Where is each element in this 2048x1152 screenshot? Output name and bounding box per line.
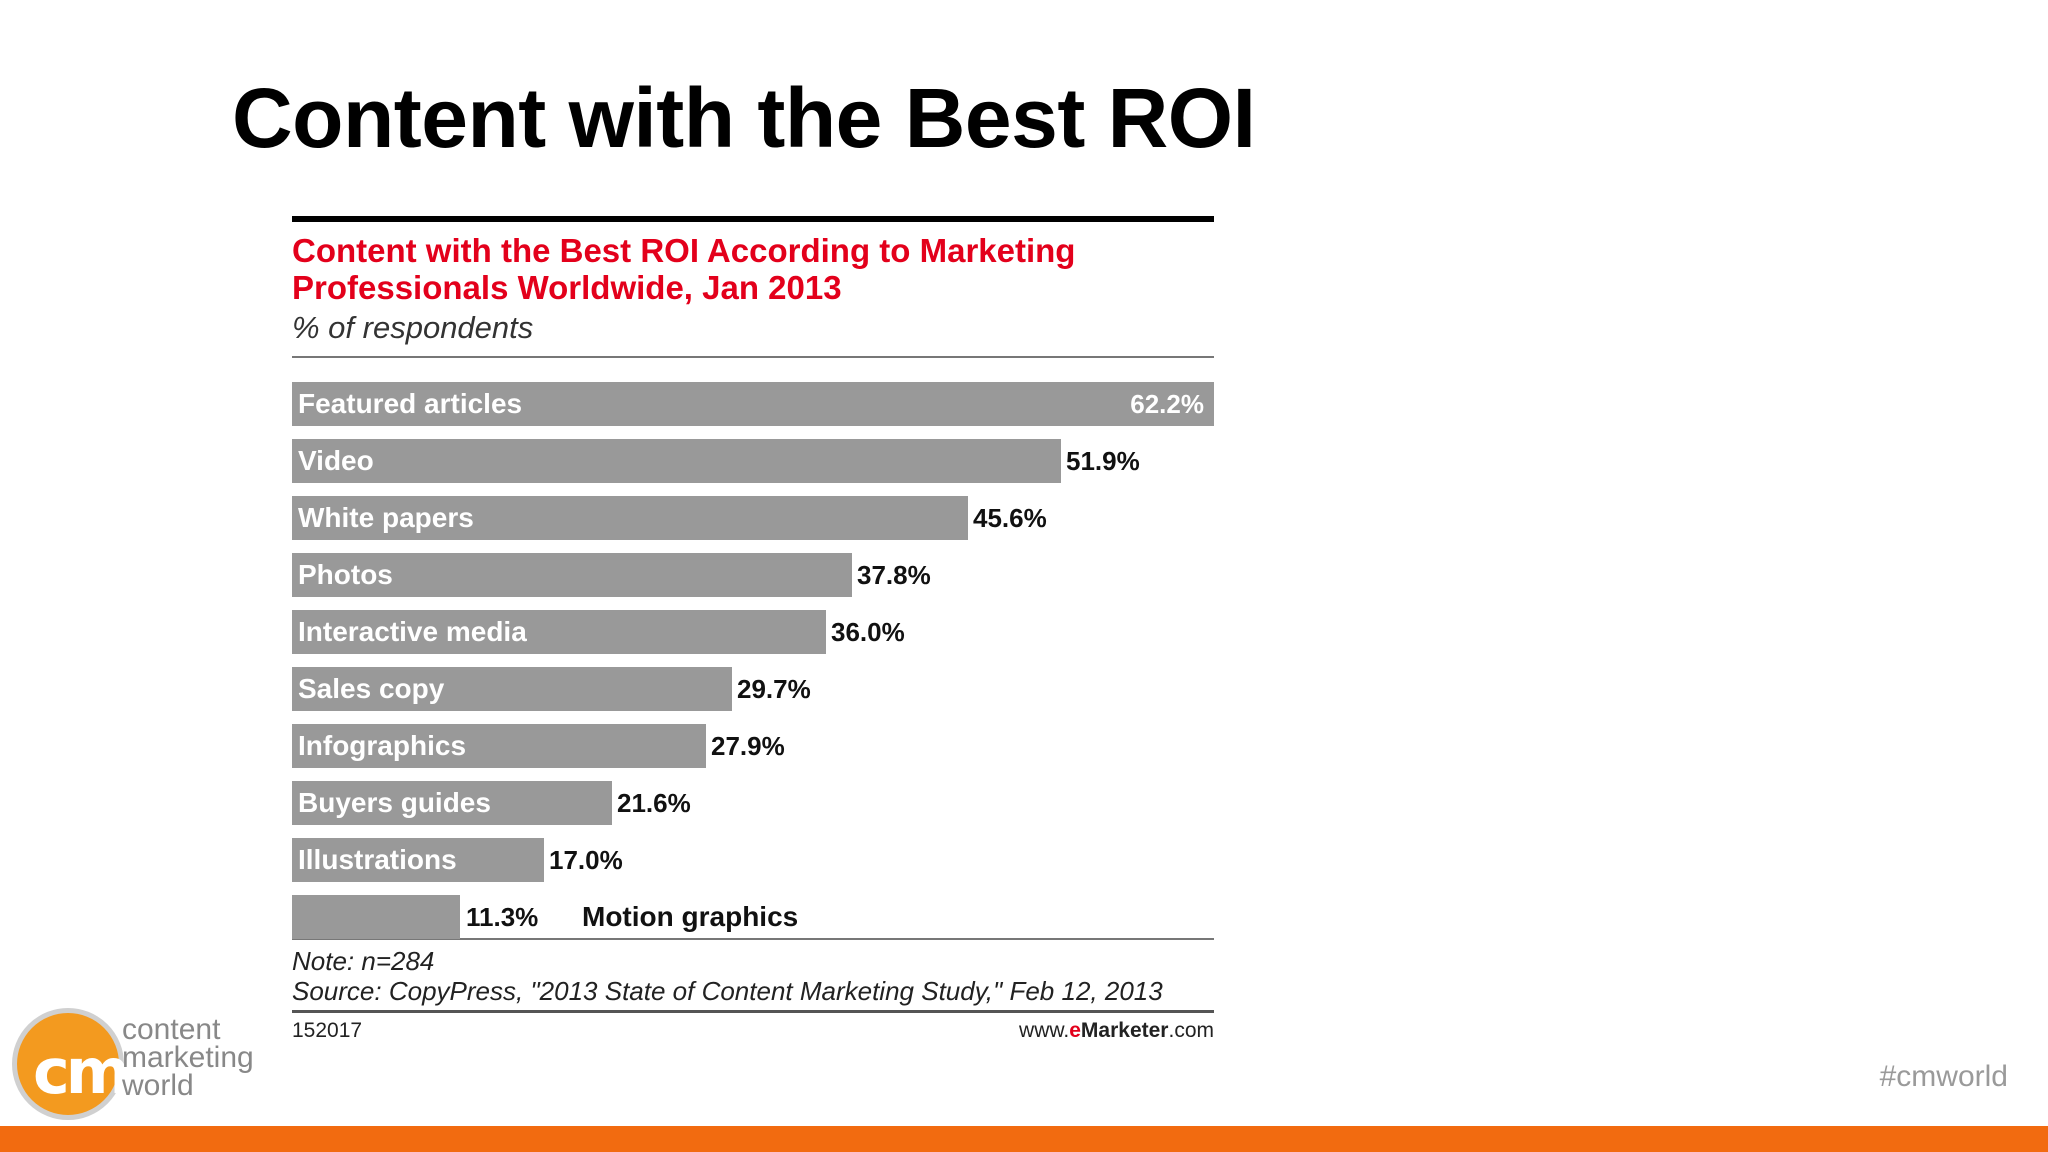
bar (292, 553, 852, 597)
emarketer-brand: www.eMarketer.com (1019, 1019, 1214, 1043)
bar-category-label: Motion graphics (582, 901, 799, 932)
logo-line-2: marketing (122, 1041, 254, 1074)
chart-panel: Content with the Best ROI According to M… (292, 216, 1214, 1043)
bar-value-label: 27.9% (711, 731, 785, 761)
brand-name: Marketer (1080, 1019, 1169, 1042)
cmw-logo-icon: cm (12, 1008, 130, 1120)
cmw-logo: cm content marketing world (12, 1004, 272, 1124)
bar (292, 439, 1061, 483)
logo-line-1: content (122, 1013, 221, 1046)
chart-subtitle: % of respondents (292, 310, 534, 345)
bar-category-label: White papers (298, 502, 474, 533)
bar-row: Infographics 27.9% (292, 724, 1214, 768)
bar (292, 838, 544, 882)
footer-accent-band (0, 1126, 2048, 1152)
bar-row: Photos 37.8% (292, 553, 1214, 597)
bar-value-label: 37.8% (857, 560, 931, 590)
bar-value-label: 36.0% (831, 617, 905, 647)
chart-note: Note: n=284 (292, 946, 435, 976)
bar (292, 610, 826, 654)
chart-top-rule (292, 216, 1214, 222)
logo-wordmark: content marketing world (122, 1013, 254, 1102)
chart-id: 152017 (292, 1019, 363, 1042)
bar-value-label: 45.6% (973, 503, 1047, 533)
bar-value-label: 21.6% (617, 788, 691, 818)
chart-notes: Note: n=284 Source: CopyPress, "2013 Sta… (292, 940, 1214, 1010)
bar-row: Featured articles 62.2% (292, 382, 1214, 426)
chart-source: Source: CopyPress, "2013 State of Conten… (292, 976, 1163, 1006)
bar-row: Sales copy 29.7% (292, 667, 1214, 711)
bar (292, 895, 460, 939)
slide-title: Content with the Best ROI (232, 71, 1256, 165)
hashtag: #cmworld (1879, 1060, 2008, 1093)
brand-suffix: .com (1168, 1019, 1214, 1042)
bar-row: 11.3% Motion graphics (292, 895, 1214, 939)
bar-value-label: 51.9% (1066, 446, 1140, 476)
bar-value-label: 11.3% (466, 902, 539, 932)
brand-prefix: www. (1019, 1019, 1070, 1042)
bar (292, 496, 968, 540)
bar-category-label: Featured articles (298, 388, 523, 419)
bar-category-label: Buyers guides (298, 787, 491, 818)
bar-row: Interactive media 36.0% (292, 610, 1214, 654)
bar-value-label: 29.7% (737, 674, 811, 704)
logo-line-3: world (122, 1069, 194, 1102)
bar-row: White papers 45.6% (292, 496, 1214, 540)
chart-footer: 152017 www.eMarketer.com (292, 1013, 1214, 1043)
bar (292, 382, 1214, 426)
chart-footer-rule (292, 938, 1214, 940)
bar-value-label: 62.2% (1130, 389, 1204, 419)
bar-category-label: Interactive media (298, 616, 527, 647)
bar (292, 724, 706, 768)
brand-e: e (1069, 1019, 1081, 1042)
bar-chart: Featured articles 62.2% Video 51.9% White pa… (292, 358, 1214, 939)
bar-category-label: Sales copy (298, 673, 445, 704)
bar (292, 667, 732, 711)
bar-category-label: Infographics (298, 730, 467, 761)
bar-value-label: 17.0% (549, 845, 623, 875)
bar-row: Video 51.9% (292, 439, 1214, 483)
bar-row: Illustrations 17.0% (292, 838, 1214, 882)
chart-bottom-rule (292, 1010, 1214, 1013)
logo-mark: cm (33, 1035, 130, 1108)
chart-header-rule (292, 356, 1214, 358)
bar-category-label: Photos (298, 559, 393, 590)
bar-category-label: Illustrations (298, 844, 457, 875)
bar-row: Buyers guides 21.6% (292, 781, 1214, 825)
bar-category-label: Video (298, 445, 374, 476)
chart-title: Content with the Best ROI According to M… (292, 232, 1076, 306)
bar (292, 781, 612, 825)
